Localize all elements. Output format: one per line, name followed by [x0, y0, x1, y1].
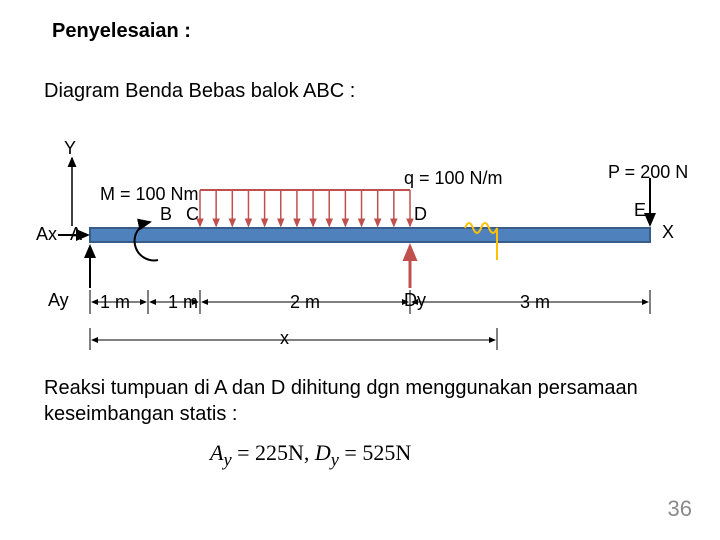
dim-row-1 — [90, 290, 650, 314]
beam — [90, 228, 650, 242]
fbd-diagram — [0, 0, 720, 540]
dim-row-2 — [90, 328, 497, 350]
dist-load-arrows — [200, 190, 410, 226]
